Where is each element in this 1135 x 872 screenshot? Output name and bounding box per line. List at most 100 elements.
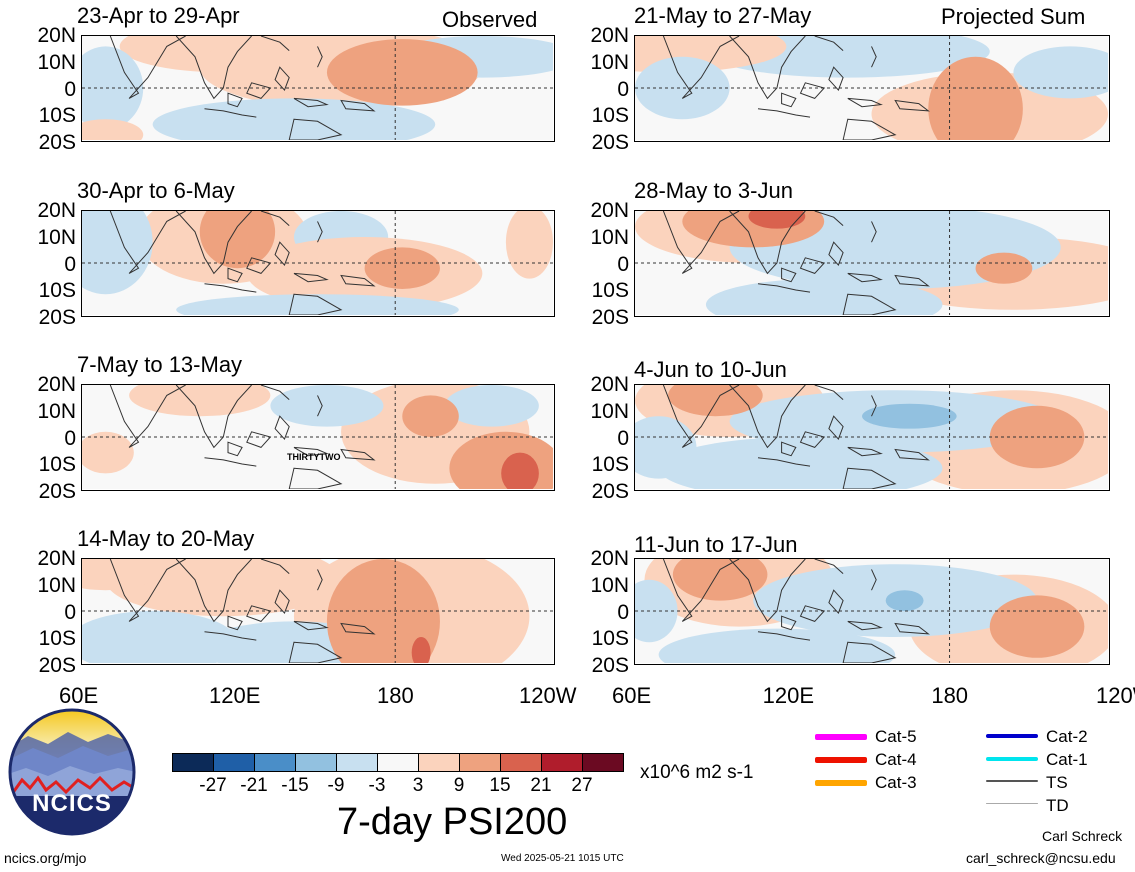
lat-label: 20N	[590, 373, 629, 396]
coastline	[871, 221, 877, 243]
psi-anomaly-contour	[326, 39, 478, 106]
coastline	[662, 559, 740, 622]
psi-anomaly-contour	[364, 247, 440, 289]
coastline	[828, 66, 844, 92]
coastline	[288, 467, 343, 489]
coastline	[729, 559, 806, 623]
lon-label: 60E	[59, 683, 99, 708]
psi-anomaly-contour	[82, 431, 134, 474]
coastline	[204, 631, 257, 641]
legend-label: Cat-4	[875, 750, 917, 769]
legend-swatch	[986, 803, 1038, 804]
coastline	[317, 221, 323, 243]
coastline	[814, 211, 844, 226]
coastline	[274, 415, 290, 441]
colorbar-swatch	[336, 753, 378, 772]
psi-anomaly-contour	[501, 452, 539, 489]
lon-label: 180	[377, 683, 414, 708]
legend-swatch	[986, 734, 1038, 738]
coastline	[814, 559, 844, 574]
psi-anomaly-contour	[82, 211, 153, 295]
lat-label: 10N	[37, 399, 76, 423]
coastline	[340, 622, 376, 635]
lat-label: 20S	[591, 131, 629, 154]
psi-anomaly-contour	[82, 611, 238, 663]
coastline	[781, 615, 797, 631]
colorbar-tick-label: 21	[530, 775, 552, 796]
coastline	[293, 97, 329, 108]
coastline	[175, 36, 252, 100]
coastline	[274, 241, 290, 267]
lat-label: 10N	[37, 573, 76, 597]
coastline	[109, 385, 186, 448]
lon-label: 60E	[612, 683, 652, 708]
psi-anomaly-contour	[1013, 46, 1108, 99]
coastline	[842, 467, 897, 489]
psi-anomaly-contour	[505, 211, 553, 279]
lat-label: 20S	[38, 306, 76, 329]
map-panel	[81, 384, 555, 491]
coastline	[799, 82, 826, 99]
coastline	[871, 569, 877, 591]
legend-swatch	[815, 757, 867, 763]
lat-label: 10N	[590, 50, 629, 74]
footer-timestamp: Wed 2025-05-21 1015 UTC	[501, 853, 624, 864]
coastline	[814, 36, 844, 51]
lat-label: 10N	[37, 225, 76, 249]
colorbar-swatch	[418, 753, 460, 772]
psi-anomaly-contour	[928, 56, 1023, 140]
lat-label: 10S	[38, 453, 76, 477]
footer-author: Carl Schreck	[1042, 828, 1123, 844]
colorbar-swatch	[541, 753, 583, 772]
footer-url[interactable]: ncics.org/mjo	[4, 850, 87, 866]
coastline	[757, 108, 811, 118]
colorbar-units: x10^6 m2 s-1	[640, 762, 754, 783]
psi-anomaly-contour	[658, 628, 896, 663]
coastline	[847, 97, 883, 108]
coastline	[109, 36, 186, 99]
coastline	[842, 293, 897, 315]
coastline	[204, 283, 257, 293]
lat-label: 10N	[37, 50, 76, 74]
map-panel	[81, 210, 555, 317]
lon-label: 120E	[209, 683, 261, 708]
lat-label: 20N	[37, 547, 76, 570]
logo-text: NCICS	[32, 790, 112, 817]
colorbar-tick-label: -21	[240, 775, 268, 796]
psi-anomaly-contour	[975, 252, 1033, 284]
psi-anomaly-contour	[82, 559, 163, 591]
legend-swatch	[815, 734, 867, 740]
colorbar-tick-label: 9	[453, 775, 465, 796]
colorbar-swatch	[213, 753, 255, 772]
coastline	[175, 211, 252, 275]
projected-sum-label: Projected Sum	[941, 4, 1086, 29]
coastline	[288, 641, 343, 663]
coastline	[729, 211, 806, 275]
panel-title: 7-May to 13-May	[77, 352, 243, 377]
coastline	[288, 118, 343, 140]
panel-title: 23-Apr to 29-Apr	[77, 3, 240, 28]
lat-label: 10S	[591, 104, 629, 128]
lat-label: 0	[64, 77, 76, 101]
coastline	[799, 431, 826, 448]
psi-anomaly-contour	[668, 385, 763, 417]
psi-anomaly-contour	[635, 579, 678, 643]
lat-label: 20N	[37, 373, 76, 396]
coastline	[757, 457, 811, 467]
psi-anomaly-contour	[705, 278, 943, 315]
coastline	[109, 211, 186, 274]
psi-anomaly-contour	[748, 211, 806, 229]
legend-swatch	[986, 757, 1038, 761]
lat-label: 10N	[590, 573, 629, 597]
lat-label: 10S	[591, 279, 629, 303]
legend-label: Cat-3	[875, 773, 917, 792]
lon-label: 120W	[1096, 683, 1135, 708]
psi-anomaly-contour	[402, 395, 459, 437]
footer-email[interactable]: carl_schreck@ncsu.edu	[966, 850, 1116, 866]
lat-label: 10N	[590, 225, 629, 249]
panel-title: 28-May to 3-Jun	[634, 178, 793, 203]
legend-label: Cat-2	[1046, 727, 1088, 746]
psi-anomaly-contour	[129, 385, 271, 417]
lat-label: 20N	[37, 199, 76, 222]
map-panel	[634, 210, 1110, 317]
